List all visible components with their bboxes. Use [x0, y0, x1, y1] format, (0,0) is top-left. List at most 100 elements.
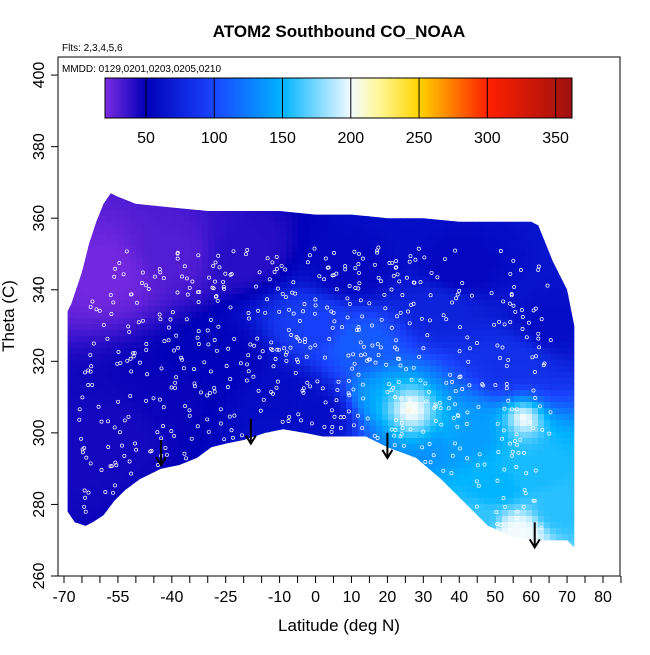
co-cell: [502, 366, 509, 373]
co-cell: [280, 366, 287, 373]
co-cell: [160, 240, 167, 247]
co-cell: [442, 456, 449, 463]
co-cell: [514, 426, 521, 433]
co-cell: [262, 402, 269, 409]
co-cell: [142, 294, 149, 301]
co-cell: [220, 330, 227, 337]
co-cell: [190, 450, 197, 457]
co-cell: [154, 294, 161, 301]
co-cell: [334, 384, 341, 391]
co-cell: [394, 504, 401, 511]
co-cell: [412, 456, 419, 463]
co-cell: [442, 444, 449, 451]
co-cell: [532, 288, 539, 295]
co-cell: [154, 468, 161, 475]
co-cell: [112, 216, 119, 223]
co-cell: [310, 444, 317, 451]
co-cell: [328, 360, 335, 367]
co-cell: [130, 282, 137, 289]
co-cell: [82, 186, 89, 193]
co-cell: [370, 258, 377, 265]
co-cell: [70, 402, 77, 409]
co-cell: [316, 246, 323, 253]
co-cell: [538, 204, 545, 211]
co-cell: [346, 216, 353, 223]
co-cell: [262, 180, 269, 187]
co-cell: [370, 522, 377, 529]
co-cell: [364, 372, 371, 379]
co-cell: [67, 414, 71, 421]
co-cell: [184, 204, 191, 211]
co-cell: [424, 264, 431, 271]
co-cell: [154, 516, 161, 523]
co-cell: [478, 336, 485, 343]
co-cell: [328, 336, 335, 343]
co-cell: [508, 504, 515, 511]
co-cell: [394, 492, 401, 499]
co-cell: [442, 420, 449, 427]
co-cell: [340, 228, 347, 235]
co-cell: [484, 300, 491, 307]
co-cell: [82, 516, 89, 523]
co-cell: [148, 354, 155, 361]
co-cell: [142, 498, 149, 505]
co-cell: [484, 426, 491, 433]
co-cell: [112, 258, 119, 265]
co-cell: [262, 324, 269, 331]
co-cell: [292, 216, 299, 223]
co-cell: [238, 402, 245, 409]
co-cell: [214, 450, 221, 457]
co-cell: [280, 462, 287, 469]
co-cell: [238, 288, 245, 295]
co-cell: [262, 498, 269, 505]
co-cell: [136, 414, 143, 421]
co-cell: [238, 378, 245, 385]
co-cell: [466, 193, 473, 199]
co-cell: [220, 234, 227, 241]
co-cell: [172, 438, 179, 445]
co-cell: [136, 324, 143, 331]
co-cell: [430, 216, 437, 223]
co-cell: [376, 282, 383, 289]
co-cell: [418, 366, 425, 373]
co-cell: [538, 330, 545, 337]
co-cell: [238, 252, 245, 259]
co-cell: [466, 198, 473, 205]
co-cell: [538, 504, 545, 511]
co-cell: [496, 312, 503, 319]
co-cell: [370, 504, 377, 511]
co-cell: [70, 468, 77, 475]
co-cell: [286, 384, 293, 391]
co-cell: [100, 402, 107, 409]
co-cell: [58, 486, 65, 493]
co-cell: [490, 432, 497, 439]
co-cell: [412, 264, 419, 271]
co-cell: [58, 414, 65, 421]
co-cell: [292, 288, 299, 295]
co-cell: [298, 294, 305, 301]
co-cell: [304, 492, 311, 499]
co-cell: [334, 198, 341, 205]
co-cell: [208, 204, 215, 211]
co-cell: [346, 492, 353, 499]
co-cell: [532, 348, 539, 355]
co-cell: [496, 216, 503, 223]
co-cell: [268, 264, 275, 271]
co-cell: [58, 282, 65, 289]
co-cell: [352, 414, 359, 421]
co-cell: [70, 318, 77, 325]
co-cell: [118, 366, 125, 373]
co-cell: [400, 282, 407, 289]
co-cell: [178, 432, 185, 439]
co-cell: [508, 186, 515, 193]
co-cell: [418, 540, 425, 547]
co-cell: [166, 240, 173, 247]
co-cell: [520, 234, 527, 241]
co-cell: [292, 474, 299, 481]
co-cell: [202, 282, 209, 289]
co-cell: [442, 396, 449, 403]
co-cell: [298, 288, 305, 295]
co-cell: [250, 420, 257, 427]
co-cell: [478, 216, 485, 223]
co-cell: [358, 288, 365, 295]
